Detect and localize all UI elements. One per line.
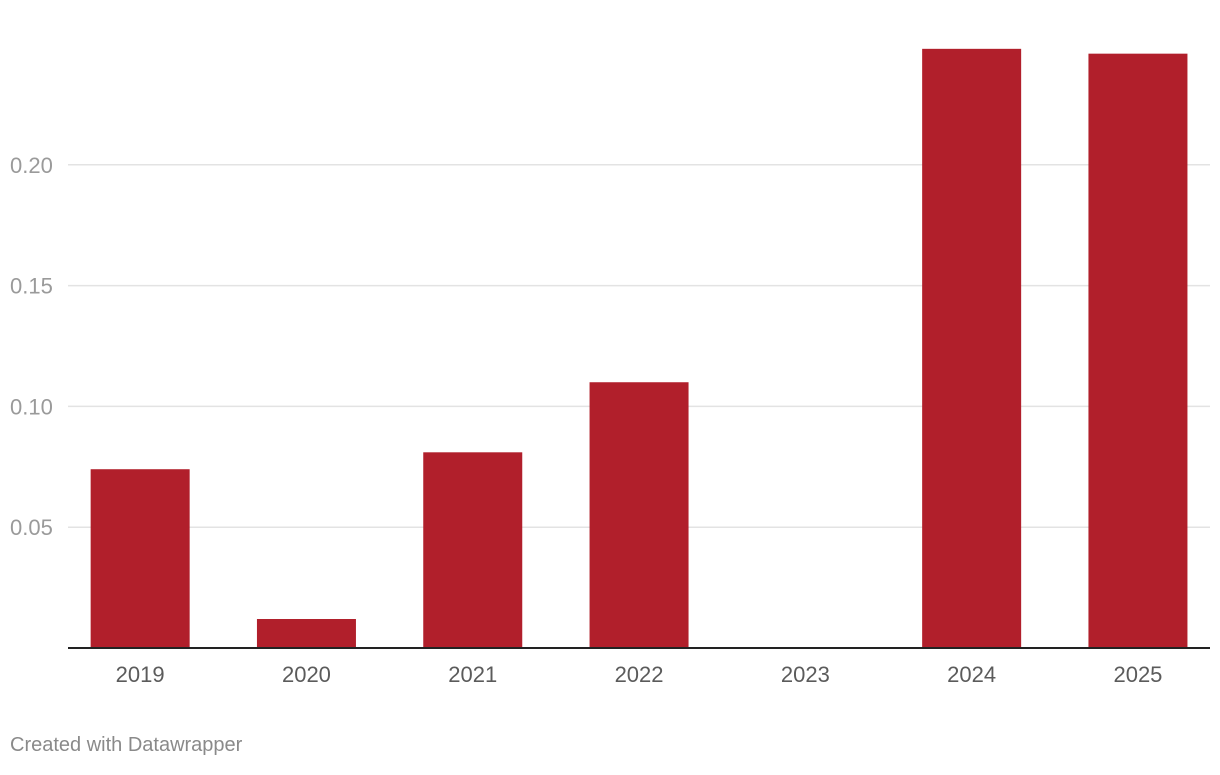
bar-2024 — [922, 48, 1022, 648]
credit-text: Created with Datawrapper — [10, 734, 243, 756]
bars — [90, 48, 1188, 648]
bar-2022 — [589, 382, 689, 648]
bar-2020 — [256, 619, 356, 648]
bar-2025 — [1088, 53, 1188, 648]
x-tick-label-2024: 2024 — [947, 662, 996, 687]
y-axis-ticks: 0.05 0.10 0.15 0.20 — [10, 153, 53, 540]
x-tick-label-2021: 2021 — [448, 662, 497, 687]
bar-2021 — [423, 452, 523, 648]
x-tick-label-2019: 2019 — [116, 662, 165, 687]
x-tick-label-2023: 2023 — [781, 662, 830, 687]
y-tick-label: 0.10 — [10, 394, 53, 419]
y-tick-label: 0.20 — [10, 153, 53, 178]
x-tick-label-2020: 2020 — [282, 662, 331, 687]
y-tick-label: 0.05 — [10, 515, 53, 540]
x-tick-label-2022: 2022 — [615, 662, 664, 687]
x-tick-label-2025: 2025 — [1113, 662, 1162, 687]
x-axis-ticks: 2019 2020 2021 2022 2023 2024 2025 — [116, 662, 1163, 687]
y-tick-label: 0.15 — [10, 274, 53, 299]
bar-2019 — [90, 469, 190, 648]
